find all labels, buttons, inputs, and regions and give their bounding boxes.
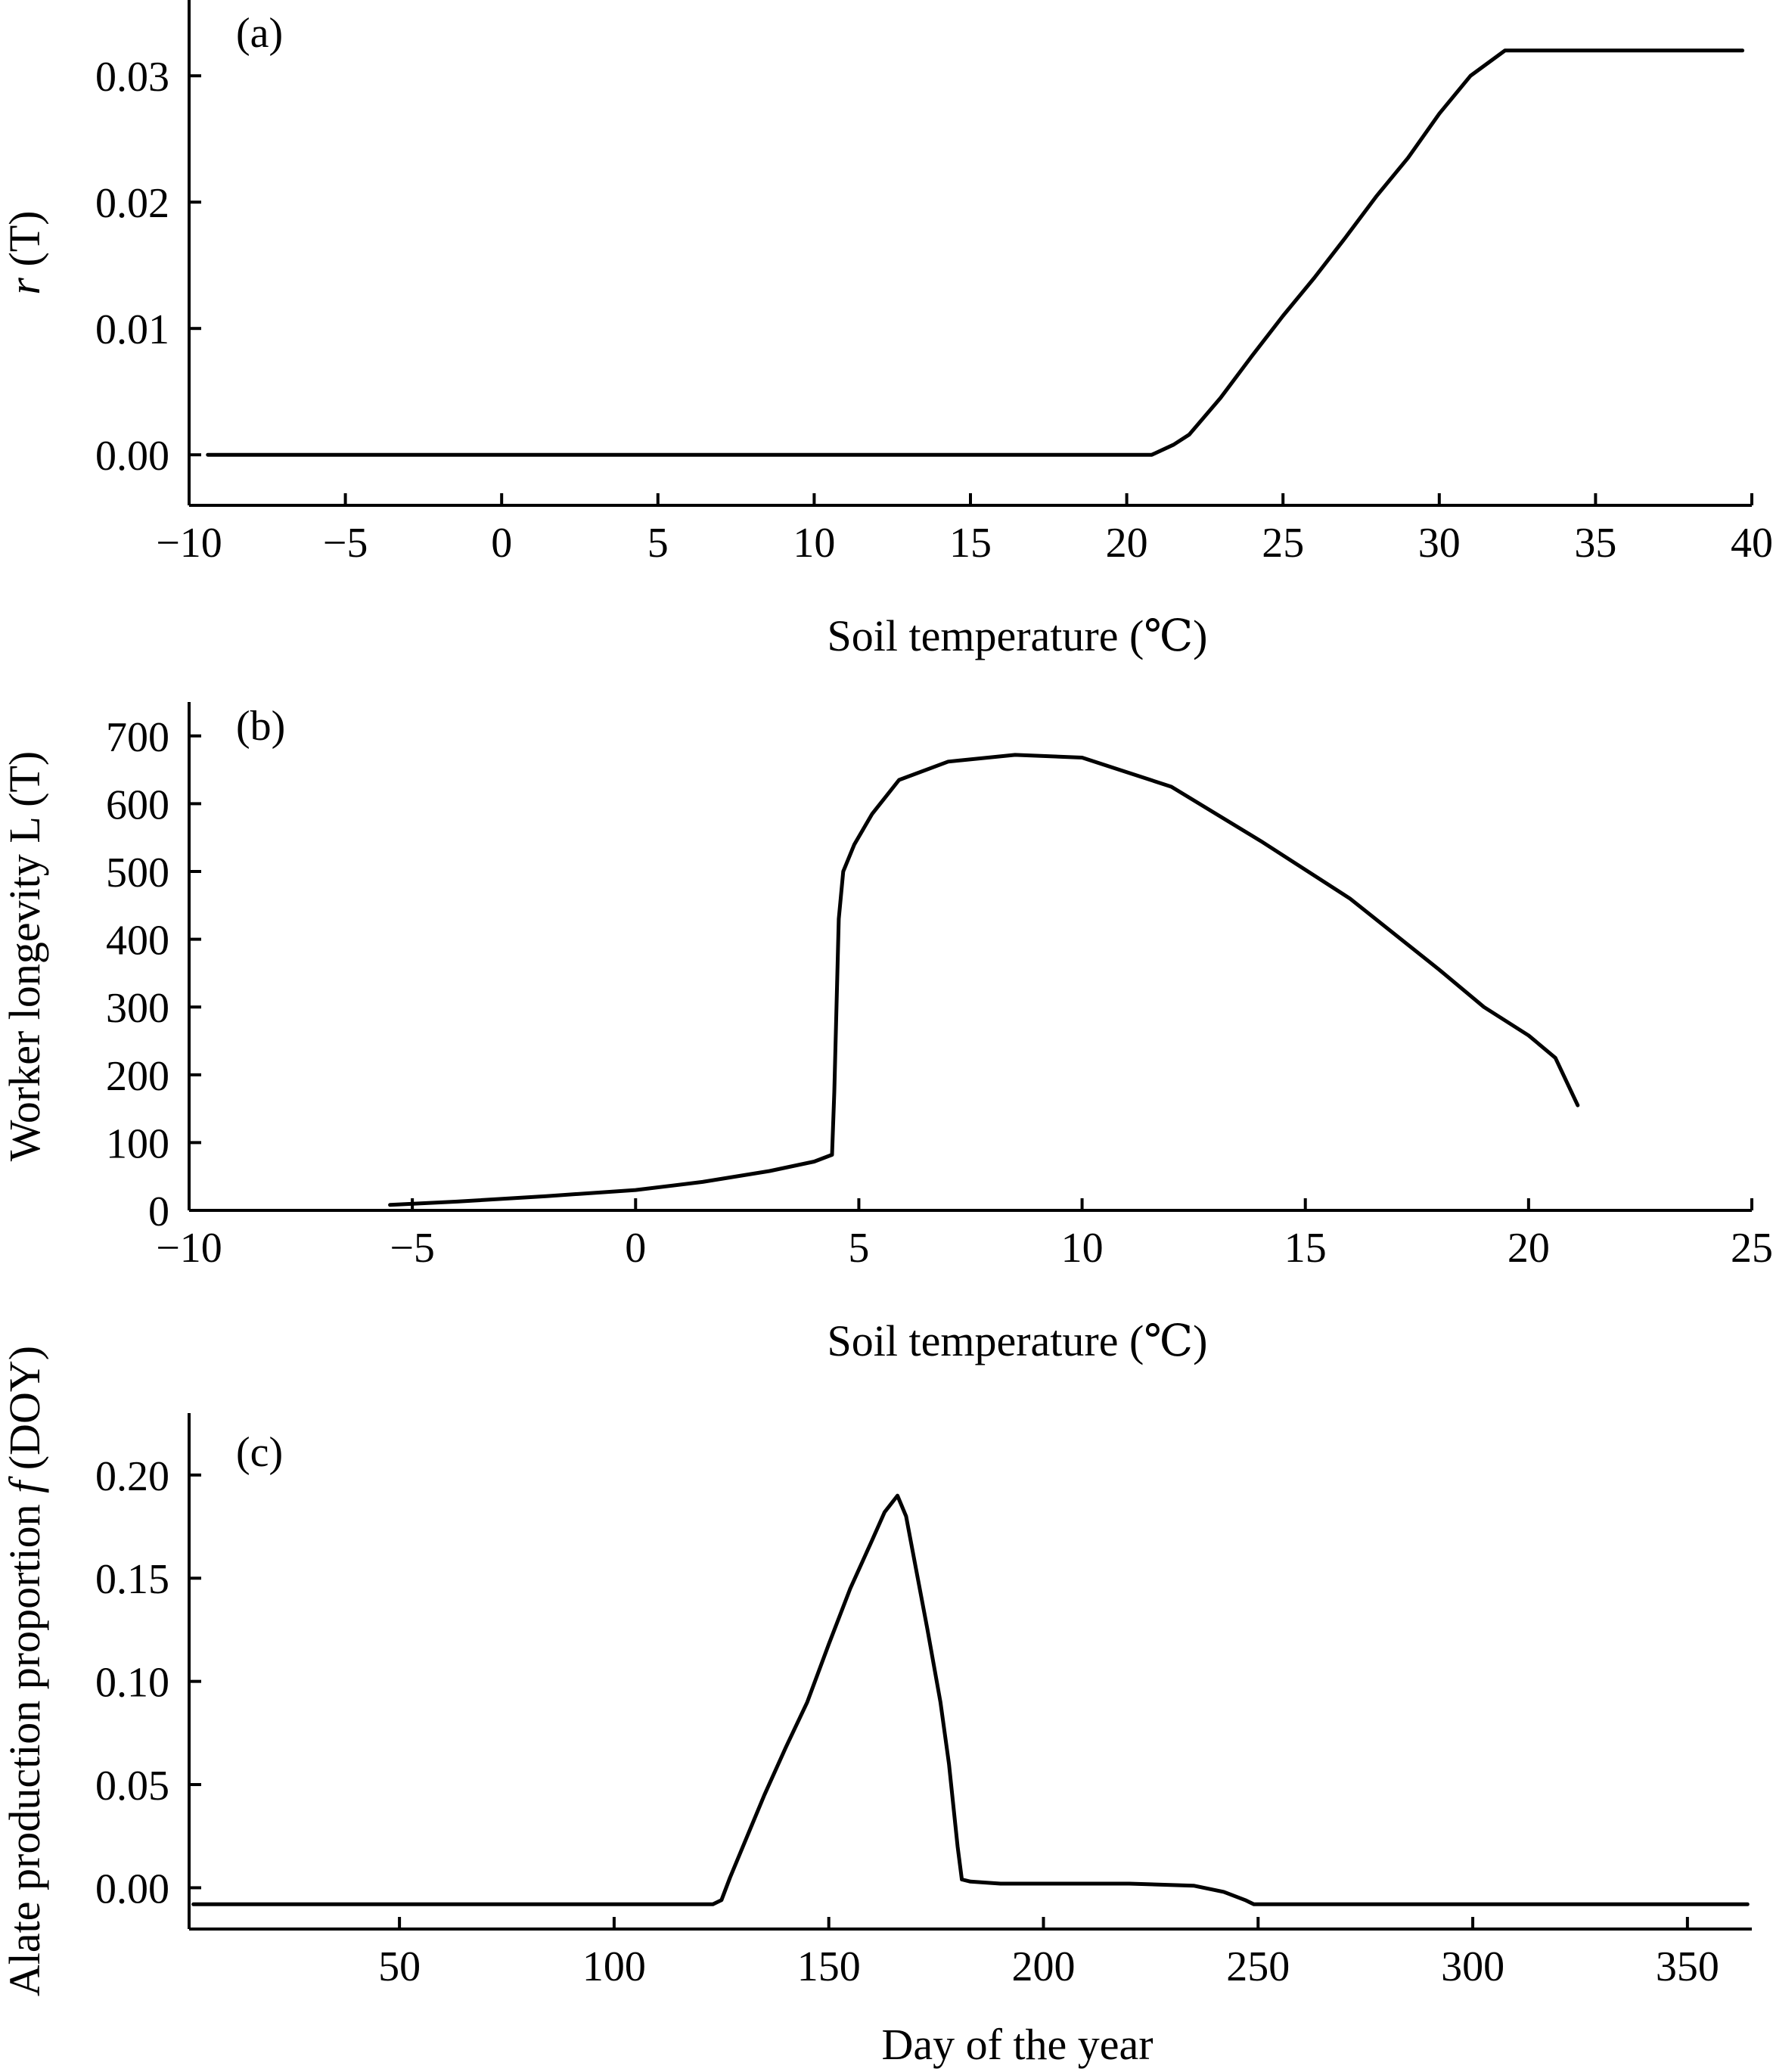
x-tick-label: 50 [378, 1943, 421, 1990]
x-tick-label: 0 [625, 1225, 646, 1272]
x-tick-label: −10 [156, 1225, 222, 1272]
y-axis-title-rest: Alate production proportion [0, 1493, 49, 1996]
y-tick-label: 0.20 [95, 1453, 169, 1500]
x-tick-label: 35 [1574, 520, 1616, 567]
y-tick-label: 100 [106, 1120, 169, 1167]
x-tick-label: 30 [1418, 520, 1461, 567]
panel-label: (c) [236, 1429, 283, 1476]
panel-label: (b) [236, 703, 285, 750]
x-tick-label: −5 [390, 1225, 435, 1272]
x-tick-label: 10 [1061, 1225, 1104, 1272]
y-tick-label: 0 [148, 1188, 169, 1235]
panel-b: −10 −5 0 5 10 15 20 25 0 100 200 300 400 500 600 700 Soi… [0, 702, 1773, 1365]
x-tick-label: 350 [1656, 1943, 1719, 1990]
y-tick-label: 0.00 [95, 1865, 169, 1912]
y-axis-title: Alate production proportion f (DOY) [0, 1346, 49, 1996]
x-tick-label: 100 [582, 1943, 646, 1990]
x-tick-label: 250 [1226, 1943, 1290, 1990]
panel-label: (a) [236, 10, 283, 57]
x-axis-title: Soil temperature (℃) [828, 611, 1208, 660]
y-axis-title-rest: (T) [0, 210, 49, 278]
y-tick-label: 0.15 [95, 1556, 169, 1603]
y-tick-label: 700 [106, 714, 169, 761]
y-tick-label: 0.00 [95, 433, 169, 480]
x-tick-label: 25 [1731, 1225, 1773, 1272]
x-tick-label: 10 [793, 520, 835, 567]
y-axis-title: Worker longevity L (T) [0, 751, 49, 1161]
y-axis-title-tail: (DOY) [0, 1346, 49, 1481]
x-tick-label: −10 [156, 520, 222, 567]
x-tick-label: 200 [1011, 1943, 1075, 1990]
y-tick-label: 0.05 [95, 1763, 169, 1810]
x-axis-title: Day of the year [881, 2020, 1153, 2069]
x-tick-label: 5 [848, 1225, 869, 1272]
y-tick-label: 600 [106, 781, 169, 828]
x-tick-label: 15 [1284, 1225, 1327, 1272]
y-tick-label: 0.03 [95, 54, 169, 101]
x-tick-label: 5 [647, 520, 669, 567]
panel-c: 50 100 150 200 250 300 350 0.00 0.05 0.10 0.15 0.20… [0, 1346, 1752, 2069]
x-tick-label: 150 [797, 1943, 861, 1990]
series-line [191, 1493, 1750, 1906]
y-tick-label: 500 [106, 850, 169, 896]
y-axis-title: r (T) [0, 210, 49, 294]
x-tick-label: 300 [1441, 1943, 1504, 1990]
x-tick-label: 25 [1262, 520, 1304, 567]
y-tick-label: 0.01 [95, 306, 169, 353]
x-axis-title: Soil temperature (℃) [828, 1316, 1208, 1365]
series-line [206, 48, 1745, 457]
y-axis-title-italic: r [0, 278, 49, 295]
y-tick-label: 400 [106, 918, 169, 965]
y-tick-label: 200 [106, 1053, 169, 1100]
x-tick-label: 40 [1731, 520, 1773, 567]
x-tick-label: 15 [949, 520, 992, 567]
x-tick-label: 20 [1106, 520, 1148, 567]
x-tick-label: 20 [1508, 1225, 1550, 1272]
y-tick-label: 300 [106, 985, 169, 1032]
series-line [388, 753, 1580, 1207]
panel-a: −10 −5 0 5 10 15 20 25 30 35 40 0.00 0.01 0.02 0.03 Soi… [0, 0, 1773, 660]
y-tick-label: 0.10 [95, 1660, 169, 1707]
y-tick-label: 0.02 [95, 180, 169, 227]
x-tick-label: 0 [491, 520, 512, 567]
x-tick-label: −5 [323, 520, 368, 567]
